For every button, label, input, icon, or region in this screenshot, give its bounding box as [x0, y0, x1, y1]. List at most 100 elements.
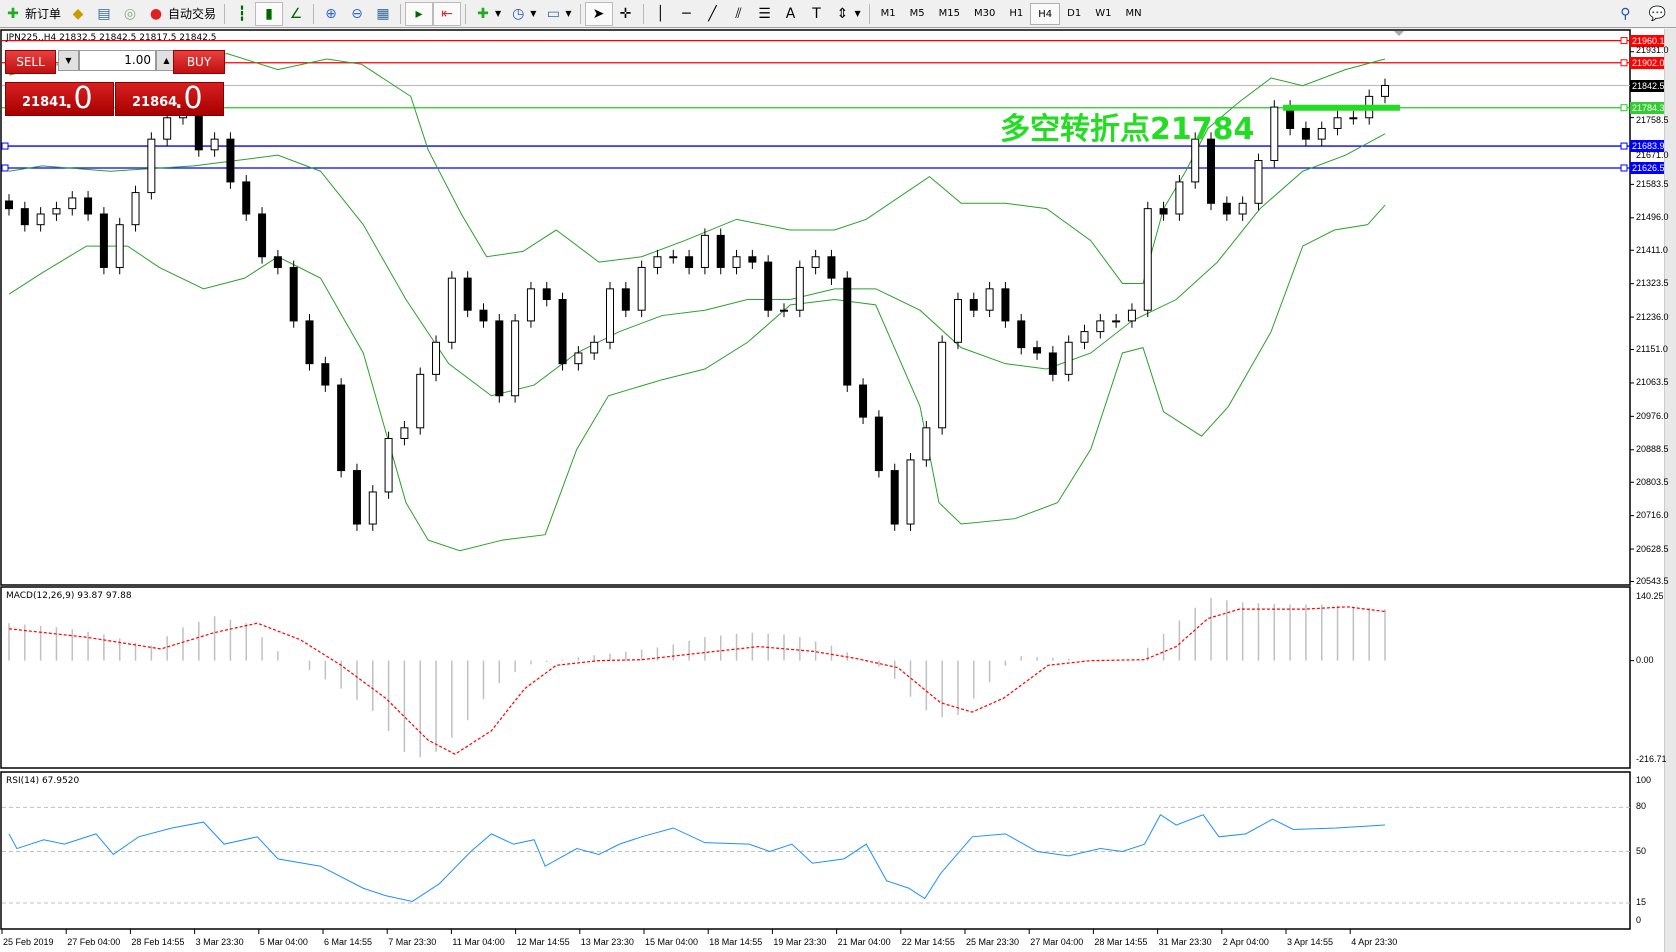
navigator-button[interactable]: ▤ [91, 2, 117, 26]
price-tick-label: 20716.0 [1636, 510, 1669, 521]
text-label-icon: T [812, 5, 821, 22]
candle-body [1017, 320, 1026, 349]
sell-price-fraction: .0 [64, 81, 93, 116]
buy-button[interactable]: BUY [173, 50, 225, 74]
candle-body [795, 266, 804, 311]
signals-button[interactable]: ◎ [117, 2, 143, 26]
price-tick-label: 21151.0 [1636, 344, 1668, 355]
candle-body [1254, 160, 1263, 204]
one-click-trading-panel: SELL ▼ 1.00 ▲ BUY 21841.0 21864.0 [5, 50, 225, 116]
lot-size-input[interactable]: 1.00 [79, 50, 156, 71]
rsi-tick-label: 50 [1636, 845, 1647, 856]
candle-body [163, 117, 172, 140]
crosshair-tool[interactable]: ✛ [613, 2, 639, 26]
time-label: 13 Mar 23:30 [580, 937, 634, 947]
horizontal-line-tool[interactable]: ─ [674, 2, 700, 26]
macd-tick-label: 140.25 [1636, 591, 1664, 601]
candle-body [574, 352, 583, 365]
templates-button[interactable]: ▭ ▼ [540, 2, 575, 26]
candle-body [68, 197, 77, 210]
auto-trading-icon: ● [149, 5, 163, 22]
candle-body [1349, 117, 1358, 120]
line-chart-button[interactable]: ∠ [283, 2, 309, 26]
candle-body [890, 470, 899, 525]
sell-button[interactable]: SELL [5, 50, 56, 74]
timeframe-m5[interactable]: M5 [909, 7, 925, 19]
vertical-line-tool[interactable]: │ [648, 2, 674, 26]
timeframe-h4[interactable]: H4 [1030, 2, 1061, 25]
price-tag: 21902.0 [1630, 56, 1665, 69]
fibonacci-tool[interactable]: ☰ [752, 2, 778, 26]
candle-body [416, 373, 425, 429]
candle-body [210, 138, 219, 151]
timeframe-bar: M1 M5 M15 M30 H1 H4 D1 W1 MN [874, 2, 1149, 25]
candle-body [685, 256, 694, 268]
separator [400, 3, 402, 24]
timeframe-m1[interactable]: M1 [880, 7, 896, 19]
candle-body [99, 213, 108, 268]
new-order-button[interactable]: ✚ 新订单 [0, 2, 65, 26]
macd-label: MACD(12,26,9) 93.87 97.88 [6, 591, 132, 601]
candle-body [1317, 127, 1326, 140]
chat-icon[interactable]: 💬 [1648, 5, 1666, 22]
candle-body [1175, 181, 1184, 215]
sell-price-button[interactable]: 21841.0 [5, 81, 114, 116]
arrows-tool[interactable]: ⇕ ▼ [830, 2, 865, 26]
cursor-tool[interactable]: ➤ [584, 1, 613, 26]
price-tag: 21960.1 [1630, 34, 1665, 47]
time-label: 5 Mar 04:00 [259, 937, 308, 947]
toolbar: ✚ 新订单 ◆ ▤ ◎ ● 自动交易 ┇ ▮ ∠ ⊕ ⊖ ▦ ▸ ⇤ ✚ ▼ ◷ ▼ ▭… [0, 0, 1676, 28]
time-label: 25 Feb 2019 [3, 937, 54, 947]
line-handle [1, 164, 9, 172]
periods-button[interactable]: ◷ ▼ [505, 2, 540, 26]
candle-body [1301, 127, 1310, 140]
search-icon[interactable]: ⚲ [1620, 5, 1631, 22]
text-icon: A [785, 5, 796, 22]
candlestick-button[interactable]: ▮ [255, 1, 284, 26]
timeframe-w1[interactable]: W1 [1095, 7, 1112, 19]
buy-price-fraction: .0 [174, 81, 203, 116]
timeframe-h1[interactable]: H1 [1009, 7, 1024, 19]
zoom-out-button[interactable]: ⊖ [344, 2, 370, 26]
channel-tool[interactable]: ⫽ [726, 2, 752, 26]
text-label-tool[interactable]: T [804, 2, 830, 26]
bar-chart-icon: ┇ [237, 5, 247, 22]
time-label: 19 Mar 23:30 [773, 937, 827, 947]
candle-body [779, 309, 788, 312]
price-tag: 21626.5 [1630, 161, 1665, 174]
timeframe-m30[interactable]: M30 [974, 7, 996, 19]
candle-body [115, 224, 124, 268]
market-watch-button[interactable]: ◆ [65, 2, 91, 26]
autoscroll-button[interactable]: ▸ [405, 1, 434, 26]
candle-body [1238, 202, 1247, 215]
crosshair-icon: ✛ [619, 5, 632, 22]
indicators-button[interactable]: ✚ ▼ [470, 2, 505, 26]
lot-increase-button[interactable]: ▲ [156, 50, 177, 71]
auto-trading-button[interactable]: ● 自动交易 [143, 2, 220, 26]
candle-body [859, 384, 868, 418]
tile-windows-button[interactable]: ▦ [370, 2, 396, 26]
text-tool[interactable]: A [778, 2, 804, 26]
zoom-in-button[interactable]: ⊕ [318, 2, 344, 26]
lot-decrease-button[interactable]: ▼ [58, 50, 79, 71]
candle-body [131, 192, 140, 226]
time-label: 25 Mar 23:30 [966, 937, 1020, 947]
trendline-tool[interactable]: ╱ [700, 2, 726, 26]
rsi-tick-label: 100 [1636, 775, 1652, 785]
chart-window[interactable] [0, 29, 1664, 952]
timeframe-m15[interactable]: M15 [938, 7, 961, 19]
candle-body [669, 256, 678, 259]
candle-body [226, 138, 235, 183]
candle-body [716, 234, 725, 268]
cursor-icon: ➤ [592, 5, 605, 22]
chart-shift-button[interactable]: ⇤ [433, 1, 462, 26]
bar-chart-button[interactable]: ┇ [229, 2, 255, 26]
scrollbar[interactable] [1664, 29, 1676, 952]
timeframe-d1[interactable]: D1 [1067, 7, 1082, 19]
timeframe-mn[interactable]: MN [1125, 7, 1142, 19]
buy-price-button[interactable]: 21864.0 [115, 81, 224, 116]
fibonacci-icon: ☰ [758, 5, 771, 22]
price-tick-label: 21671.0 [1636, 149, 1669, 160]
rsi-tick-label: 15 [1636, 896, 1647, 907]
